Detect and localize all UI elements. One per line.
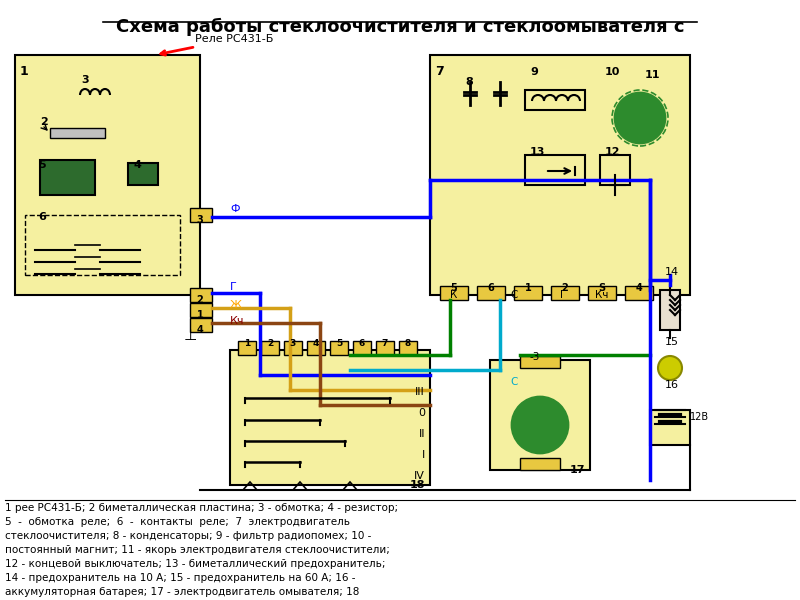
Bar [40, 160, 95, 195]
Text: Ф: Ф [230, 204, 239, 214]
Bar [588, 286, 616, 300]
Text: 5: 5 [450, 283, 458, 293]
Bar [190, 288, 212, 302]
Text: 2: 2 [40, 117, 48, 127]
Text: II: II [418, 429, 425, 439]
Text: 2: 2 [197, 295, 203, 305]
Text: Ж: Ж [230, 300, 242, 310]
Text: -3: -3 [530, 352, 540, 362]
Bar [238, 341, 256, 355]
Bar [190, 318, 212, 332]
Bar [399, 341, 417, 355]
Bar [525, 155, 585, 185]
Circle shape [658, 356, 682, 380]
Text: 1: 1 [525, 283, 531, 293]
Bar [190, 208, 212, 222]
Text: 6: 6 [359, 339, 365, 348]
Text: 11: 11 [645, 70, 661, 80]
Text: I: I [422, 450, 425, 460]
Bar [600, 155, 630, 185]
Bar [284, 341, 302, 355]
Text: 17: 17 [570, 465, 585, 475]
Text: 2: 2 [562, 283, 568, 293]
Text: 12: 12 [605, 147, 621, 157]
Text: 4: 4 [636, 283, 642, 293]
Bar [430, 55, 690, 295]
Text: Схема работы стеклоочистителя и стеклоомывателя с: Схема работы стеклоочистителя и стеклоом… [116, 18, 684, 36]
Text: 15: 15 [665, 337, 679, 347]
Text: 14 - предохранитель на 10 А; 15 - предохранитель на 60 А; 16 -: 14 - предохранитель на 10 А; 15 - предох… [5, 573, 355, 583]
Text: Кч: Кч [595, 290, 608, 300]
Text: 5: 5 [38, 160, 46, 170]
Bar [261, 341, 279, 355]
Bar [514, 286, 542, 300]
Text: 8: 8 [405, 339, 411, 348]
Text: 8: 8 [465, 77, 473, 87]
Text: ⊥: ⊥ [183, 328, 197, 343]
Text: постоянный магнит; 11 - якорь электродвигателя стеклоочистители;: постоянный магнит; 11 - якорь электродви… [5, 545, 390, 555]
Bar [330, 341, 348, 355]
Bar [551, 286, 579, 300]
Text: 2: 2 [267, 339, 273, 348]
Text: III: III [415, 387, 425, 397]
Text: 1: 1 [244, 339, 250, 348]
Bar [525, 90, 585, 110]
Text: 4: 4 [313, 339, 319, 348]
Text: 12 - концевой выключатель; 13 - биметаллический предохранитель;: 12 - концевой выключатель; 13 - биметалл… [5, 559, 386, 569]
Text: 4: 4 [197, 325, 203, 335]
Text: 5  -  обмотка  реле;  6  -  контакты  реле;  7  электродвигатель: 5 - обмотка реле; 6 - контакты реле; 7 э… [5, 517, 350, 527]
Text: 6: 6 [38, 212, 46, 222]
Text: 18: 18 [410, 480, 425, 490]
Bar [50, 128, 105, 138]
Text: 7: 7 [435, 65, 444, 78]
Circle shape [615, 93, 665, 143]
Bar [15, 55, 200, 295]
Text: стеклоочистителя; 8 - конденсаторы; 9 - фильтр радиопомех; 10 -: стеклоочистителя; 8 - конденсаторы; 9 - … [5, 531, 371, 541]
Text: IV: IV [414, 471, 425, 481]
Text: 9: 9 [530, 67, 538, 77]
Bar [650, 410, 690, 445]
Text: 1: 1 [197, 310, 203, 320]
Text: 7: 7 [382, 339, 388, 348]
Bar [190, 303, 212, 317]
Bar [353, 341, 371, 355]
Text: 13: 13 [530, 147, 546, 157]
Text: С: С [510, 290, 518, 300]
Bar [520, 458, 560, 470]
Bar [440, 286, 468, 300]
Text: К: К [450, 290, 458, 300]
Text: 5: 5 [336, 339, 342, 348]
Text: С: С [510, 377, 518, 387]
Text: 3: 3 [290, 339, 296, 348]
Text: 4: 4 [133, 160, 141, 170]
Bar [25, 215, 180, 275]
Circle shape [512, 397, 568, 453]
Bar [490, 360, 590, 470]
Text: 12В: 12В [690, 412, 709, 422]
Text: Г: Г [230, 282, 237, 292]
Text: S: S [598, 283, 606, 293]
Text: 0: 0 [418, 408, 425, 418]
Text: 10: 10 [605, 67, 620, 77]
Bar [660, 290, 680, 330]
Bar [376, 341, 394, 355]
Text: 6: 6 [488, 283, 494, 293]
Text: 16: 16 [665, 380, 679, 390]
Text: Г: Г [560, 290, 566, 300]
Bar [230, 350, 430, 485]
Text: 3: 3 [81, 75, 89, 85]
Text: 3: 3 [197, 215, 203, 225]
Text: 1: 1 [20, 65, 29, 78]
Bar [128, 163, 158, 185]
Bar [520, 356, 560, 368]
Bar [307, 341, 325, 355]
Bar [625, 286, 653, 300]
Text: 1 рее РС431-Б; 2 биметаллическая пластина; 3 - обмотка; 4 - резистор;: 1 рее РС431-Б; 2 биметаллическая пластин… [5, 503, 398, 513]
Bar [477, 286, 505, 300]
Text: 14: 14 [665, 267, 679, 277]
Text: Реле РС431-Б: Реле РС431-Б [161, 34, 274, 55]
Text: Кч: Кч [230, 316, 245, 326]
Text: аккумуляторная батарея; 17 - электродвигатель омывателя; 18: аккумуляторная батарея; 17 - электродвиг… [5, 587, 359, 597]
